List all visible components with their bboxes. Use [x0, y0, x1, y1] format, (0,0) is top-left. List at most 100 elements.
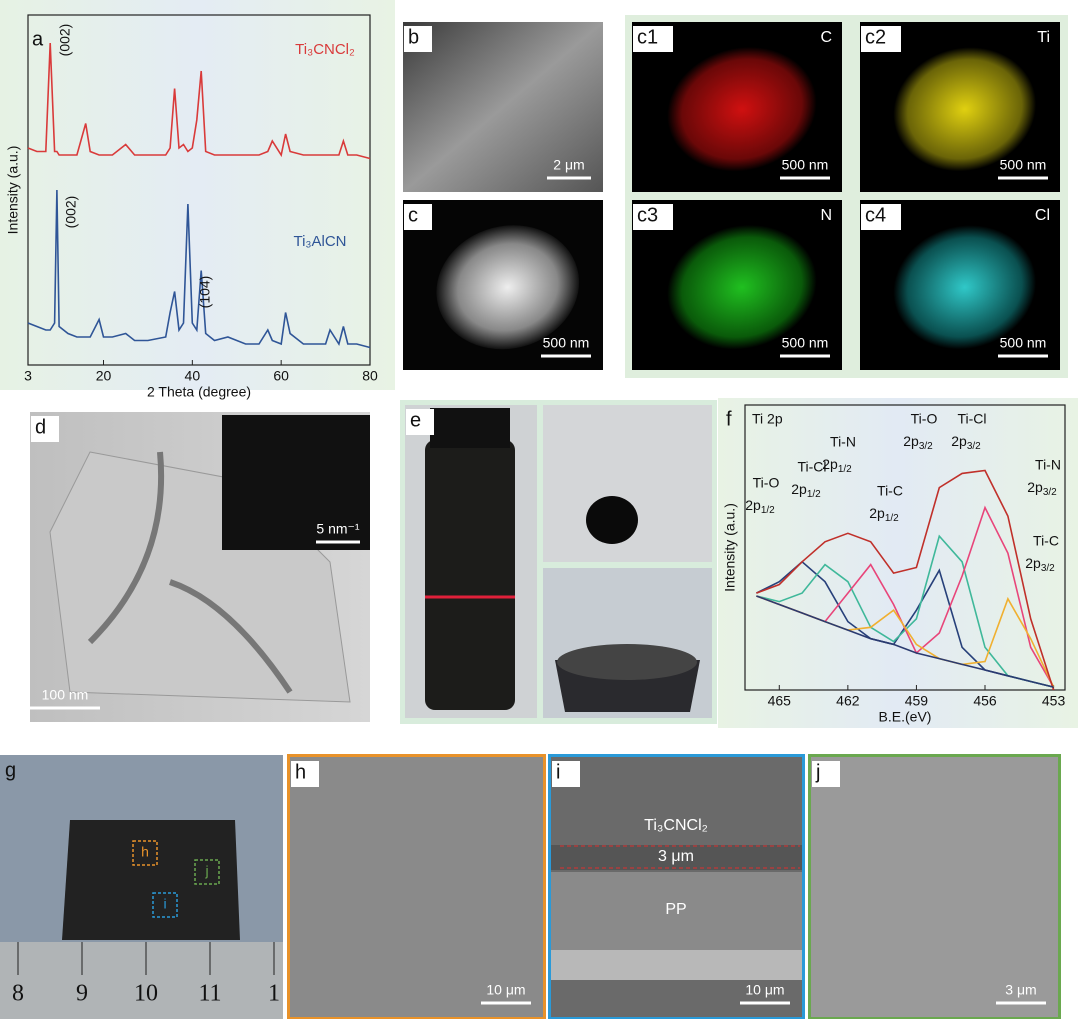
orbital-subscript: 3/2	[919, 441, 933, 452]
sample-flake	[436, 225, 580, 350]
panel-f-background	[718, 398, 1078, 728]
ruler-number: 11	[198, 981, 221, 1007]
panel-label-box	[406, 409, 434, 435]
substrate-label: PP	[665, 901, 686, 918]
panel-label: j	[815, 761, 820, 783]
scale-bar-label: 10 μm	[486, 982, 525, 998]
x-tick-label: 80	[362, 368, 378, 384]
peak-name: Ti-N	[1035, 457, 1061, 473]
orbital-subscript: 1/2	[761, 505, 775, 516]
series-line	[756, 469, 1055, 691]
panel-label: c4	[865, 204, 886, 226]
peak-name: Ti-C	[1033, 533, 1059, 549]
vial	[425, 440, 515, 710]
orbital-subscript: 3/2	[967, 441, 981, 452]
series-line	[27, 189, 371, 349]
sample-flake	[893, 47, 1037, 172]
micrograph	[811, 757, 1058, 1017]
element-label: N	[820, 207, 832, 224]
saed-inset	[222, 415, 370, 550]
peak-name: Ti-Cl	[797, 459, 826, 475]
ink-drop	[586, 496, 638, 544]
ruler	[0, 942, 283, 1019]
region-box	[132, 840, 158, 866]
peak-annotation: (002)	[57, 24, 73, 57]
orbital: 2p	[903, 433, 919, 449]
orbital: 2p	[745, 497, 761, 513]
peak-name: Ti-Cl	[957, 411, 986, 427]
orbital: 2p	[1025, 555, 1041, 571]
peak-orbital: 2p1/2	[822, 456, 852, 475]
peak-name: Ti-C	[877, 483, 903, 499]
panel-label: f	[726, 408, 732, 430]
panel-label: e	[410, 409, 421, 431]
pp-edge	[551, 950, 802, 980]
orbital: 2p	[869, 505, 885, 521]
element-label: Ti	[1037, 29, 1050, 46]
fold	[87, 451, 293, 694]
thickness-label: 3 μm	[658, 848, 694, 865]
panel-label-box	[633, 26, 673, 52]
panel-label-box	[404, 26, 432, 52]
panel-label: c3	[637, 204, 658, 226]
orbital-subscript: 3/2	[1041, 563, 1055, 574]
orbital-subscript: 1/2	[885, 513, 899, 524]
peak-orbital: 2p3/2	[1025, 555, 1055, 574]
scale-bar-label: 500 nm	[1000, 335, 1047, 351]
sample-flake	[667, 46, 817, 172]
scale-bar-label: 2 μm	[553, 157, 584, 173]
x-tick-label: 60	[273, 368, 289, 384]
series-label: Ti₃CNCl₂	[295, 41, 355, 58]
orbital-subscript: 1/2	[838, 464, 852, 475]
peak-annotation: (104)	[197, 276, 213, 309]
scale-bar-label: 500 nm	[782, 335, 829, 351]
x-tick-label: 459	[905, 693, 929, 709]
region-box	[194, 859, 220, 885]
peak-name: Ti-O	[911, 411, 938, 427]
ruler-number: 10	[134, 981, 158, 1007]
x-tick-label: 456	[973, 693, 997, 709]
sample-flake	[893, 225, 1037, 350]
series-label: Ti₃AlCN	[293, 233, 346, 250]
x-tick-label: 453	[1042, 693, 1066, 709]
scale-bar-label: 100 nm	[42, 687, 89, 703]
peak-orbital: 2p1/2	[745, 497, 775, 516]
peak-orbital: 2p3/2	[951, 433, 981, 452]
pp-layer	[551, 872, 802, 950]
layer-label: Ti₃CNCl₂	[644, 817, 708, 834]
ruler-number: 9	[76, 981, 88, 1007]
y-axis-label: Intensity (a.u.)	[722, 503, 738, 592]
x-tick-label: 3	[24, 368, 32, 384]
panel-label: a	[32, 28, 44, 50]
series-line	[756, 595, 1054, 688]
scale-bar-label: 5 nm⁻¹	[316, 521, 360, 537]
x-tick-label: 40	[185, 368, 201, 384]
peak-orbital: 2p1/2	[869, 505, 899, 524]
scale-bar-label: 500 nm	[1000, 157, 1047, 173]
panel-label: c	[408, 204, 418, 226]
panel-a-background	[0, 0, 395, 390]
x-tick-label: 462	[836, 693, 860, 709]
peak-name: Ti-N	[830, 434, 856, 450]
element-label: Cl	[1035, 207, 1050, 224]
peak-orbital: 2p3/2	[1027, 479, 1057, 498]
panel-label: d	[35, 416, 46, 438]
peak-orbital: 2p1/2	[791, 481, 821, 500]
peak-name: Ti-O	[753, 475, 780, 491]
ruler-number: 1	[268, 981, 280, 1007]
panel-label: g	[5, 759, 16, 781]
panel-label-box	[404, 204, 432, 230]
orbital: 2p	[822, 456, 838, 472]
region-label: i	[163, 896, 166, 912]
sample-flake	[667, 224, 817, 350]
panel-label: c2	[865, 26, 886, 48]
peak-orbital: 2p3/2	[903, 433, 933, 452]
scale-bar-label: 500 nm	[543, 335, 590, 351]
orbital: 2p	[791, 481, 807, 497]
x-axis-label: 2 Theta (degree)	[147, 384, 251, 400]
orbital: 2p	[951, 433, 967, 449]
series-line	[27, 42, 371, 160]
coating	[551, 845, 802, 870]
x-tick-label: 465	[768, 693, 792, 709]
